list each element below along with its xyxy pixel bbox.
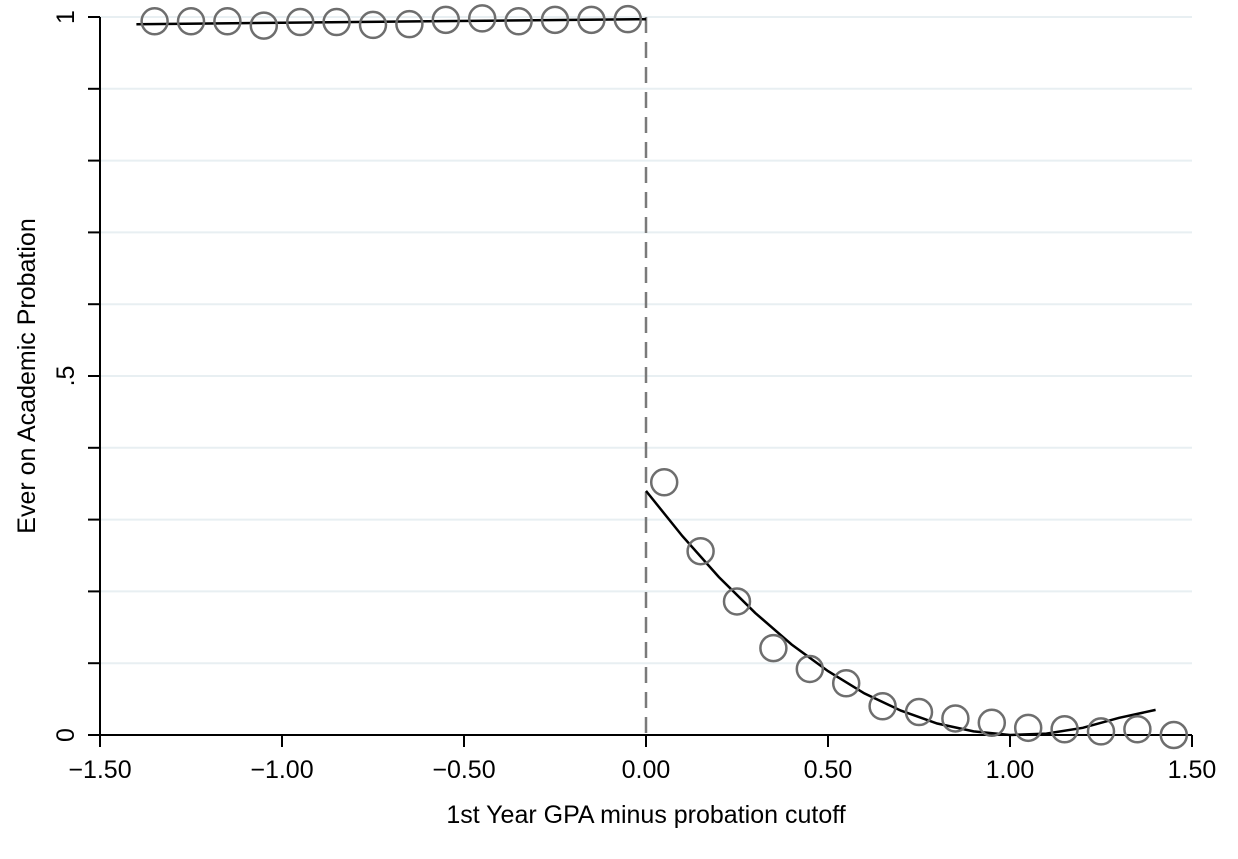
- data-point: [904, 697, 934, 727]
- data-point: [1013, 713, 1043, 743]
- y-tick-label: 0: [52, 728, 80, 742]
- data-point: [759, 633, 788, 663]
- data-point: [322, 7, 351, 37]
- data-point: [577, 5, 606, 35]
- x-axis-title: 1st Year GPA minus probation cutoff: [446, 801, 845, 829]
- x-tick-label: 1.50: [1168, 756, 1217, 784]
- data-point: [358, 10, 388, 40]
- x-tick-label: 0.00: [622, 756, 671, 784]
- data-point: [868, 692, 897, 721]
- x-tick-label: 1.00: [986, 756, 1035, 784]
- fit-line-left: [136, 17, 647, 26]
- data-point: [613, 4, 643, 34]
- data-point: [140, 7, 169, 36]
- axes: 0 .5 1 −1.50 −1.00 −0.50 0.00 0.50 1.00 1.50: [52, 10, 1216, 784]
- y-tick-label: .5: [52, 366, 80, 387]
- x-tick-label: 0.50: [804, 756, 853, 784]
- data-point: [431, 5, 461, 35]
- data-point: [977, 708, 1007, 738]
- data-point: [1159, 720, 1189, 750]
- data-point: [795, 654, 825, 684]
- data-point: [831, 669, 861, 698]
- data-point: [722, 587, 752, 616]
- data-point: [649, 468, 679, 497]
- data-points: [140, 4, 1189, 750]
- data-point: [1050, 715, 1079, 744]
- data-point: [285, 7, 315, 37]
- x-tick-label: −0.50: [432, 756, 495, 784]
- data-point: [941, 704, 970, 733]
- data-point: [467, 4, 497, 33]
- data-point: [686, 536, 715, 566]
- data-point: [540, 5, 570, 35]
- y-axis-title: Ever on Academic Probation: [13, 218, 41, 533]
- data-point: [1086, 717, 1116, 746]
- data-point: [395, 9, 424, 39]
- data-point: [249, 11, 279, 40]
- data-point: [213, 7, 242, 36]
- x-tick-label: −1.00: [250, 756, 313, 784]
- data-point: [176, 7, 206, 36]
- data-point: [504, 7, 533, 36]
- x-tick-label: −1.50: [68, 756, 131, 784]
- y-tick-label: 1: [52, 10, 80, 24]
- data-point: [1123, 715, 1152, 744]
